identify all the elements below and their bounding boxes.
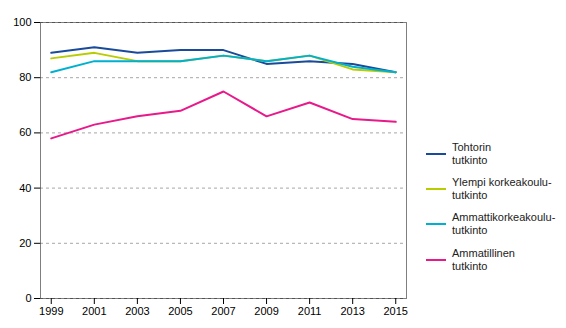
- svg-text:100: 100: [13, 16, 31, 28]
- svg-text:0: 0: [25, 292, 31, 304]
- html-text:Tohtorin tutkinto: Tohtorin tutkinto: [452, 140, 492, 166]
- svg-text:2009: 2009: [254, 305, 278, 317]
- svg-text:2015: 2015: [383, 305, 407, 317]
- svg-text:80: 80: [19, 71, 31, 83]
- svg-text:2003: 2003: [125, 305, 149, 317]
- svg-text:2011: 2011: [298, 305, 322, 317]
- svg-text:1999: 1999: [39, 305, 63, 317]
- svg-text:2013: 2013: [340, 305, 364, 317]
- svg-text:40: 40: [19, 182, 31, 194]
- html-text:Ammattikorkeakoulu- tutkinto: Ammattikorkeakoulu- tutkinto: [452, 211, 556, 237]
- html-text:Ammatillinen tutkinto: Ammatillinen tutkinto: [452, 246, 515, 272]
- svg-text:60: 60: [19, 126, 31, 138]
- svg-text:2005: 2005: [168, 305, 192, 317]
- html-text:Ylempi korkeakoulu- tutkinto: Ylempi korkeakoulu- tutkinto: [452, 175, 552, 202]
- svg-text:2001: 2001: [82, 305, 106, 317]
- svg-text:20: 20: [19, 237, 31, 249]
- svg-text:2007: 2007: [211, 305, 235, 317]
